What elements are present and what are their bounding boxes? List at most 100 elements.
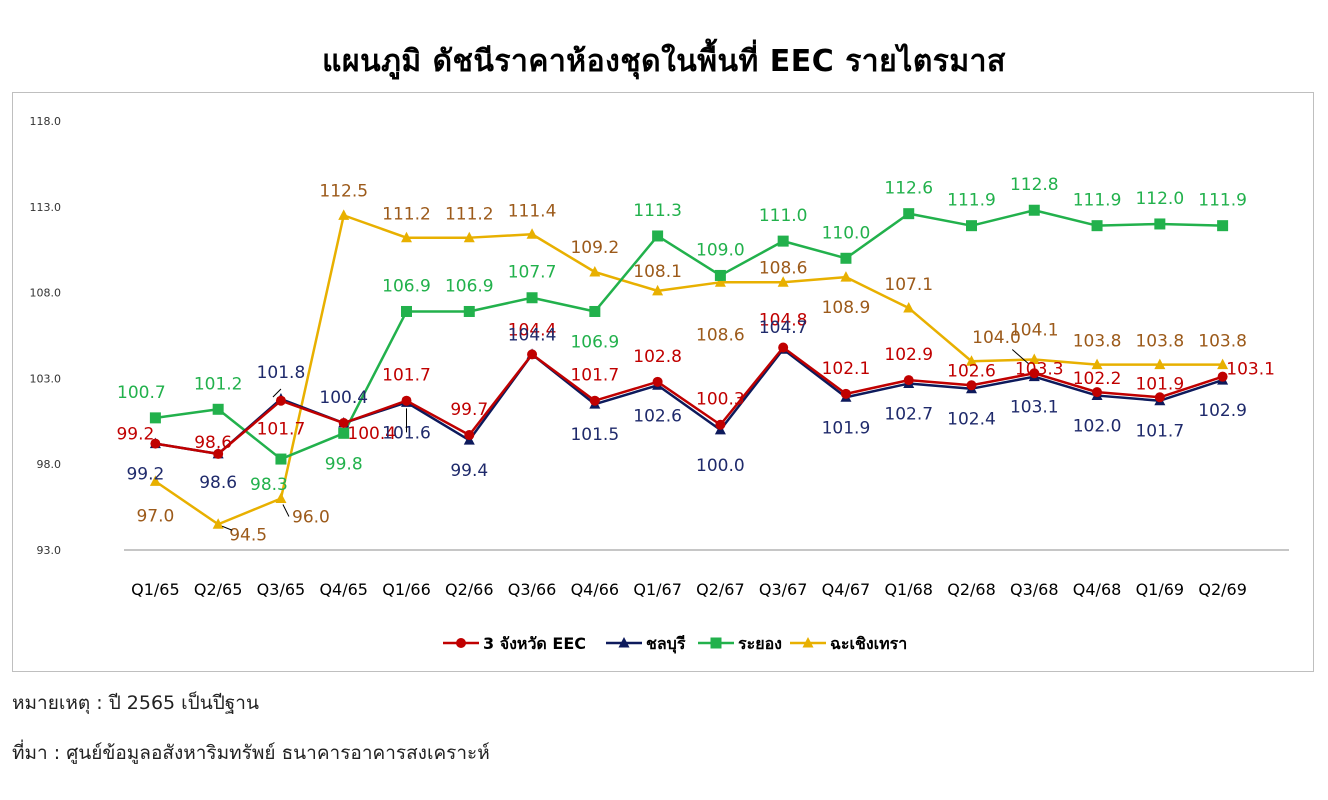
data-point (1029, 368, 1040, 379)
data-point (338, 209, 350, 220)
data-label: 99.8 (325, 454, 363, 474)
data-label: 108.9 (822, 298, 871, 318)
data-point (840, 388, 851, 399)
data-point (589, 305, 601, 317)
leader-line (1011, 349, 1029, 364)
data-point (652, 284, 664, 296)
data-label: 104.4 (508, 320, 557, 340)
data-point (275, 492, 287, 504)
data-point (463, 231, 475, 243)
series-line (154, 214, 1223, 526)
line-chart: 93.0 98.0 103.0 108.0 113.0 118.0 Q1/65 Q2/65 Q3… (30, 115, 1289, 654)
data-label: 112.8 (1010, 175, 1059, 195)
x-tick-label: Q1/65 (131, 580, 180, 599)
legend-marker (802, 637, 814, 648)
data-label: 107.7 (508, 263, 557, 283)
data-point (1217, 371, 1228, 382)
data-point (275, 395, 286, 406)
data-label: 111.2 (445, 205, 494, 225)
data-label: 102.4 (947, 410, 996, 430)
data-label: 101.2 (194, 374, 243, 394)
x-tick-label: Q4/65 (319, 580, 368, 599)
data-label: 98.6 (194, 433, 232, 453)
data-label: 101.7 (257, 420, 306, 440)
legend-label: ฉะเชิงเทรา (830, 634, 907, 653)
data-point (526, 292, 538, 304)
y-tick-label: 118.0 (30, 115, 62, 128)
data-point (149, 412, 161, 424)
data-label: 101.6 (382, 423, 431, 443)
source-note: ที่มา : ศูนย์ข้อมูลอสังหาริมทรัพย์ ธนาคา… (12, 742, 490, 764)
data-label: 98.6 (199, 473, 237, 493)
data-label: 103.8 (1198, 332, 1247, 352)
data-label: 111.9 (1073, 191, 1122, 211)
data-label: 103.1 (1226, 360, 1275, 380)
data-point (1091, 220, 1103, 232)
data-point (213, 448, 224, 459)
x-tick-label: Q3/67 (759, 580, 808, 599)
data-point (1217, 220, 1229, 232)
data-point (338, 427, 350, 439)
data-label: 99.2 (126, 465, 164, 485)
data-point (589, 266, 601, 277)
x-tick-label: Q2/66 (445, 580, 494, 599)
data-label: 102.6 (633, 406, 682, 426)
data-label: 104.8 (759, 311, 808, 331)
data-label: 106.9 (445, 276, 494, 296)
data-label: 97.0 (136, 506, 174, 526)
data-label: 100.4 (347, 424, 396, 444)
data-label: 111.3 (633, 201, 682, 221)
data-label: 99.2 (116, 425, 154, 445)
data-label: 111.9 (1198, 191, 1247, 211)
x-tick-label: Q3/66 (508, 580, 557, 599)
data-label: 100.4 (319, 388, 368, 408)
legend-marker (456, 638, 466, 648)
data-point (966, 220, 977, 232)
data-point (1092, 387, 1103, 398)
data-point (401, 395, 412, 406)
legend-marker (618, 637, 630, 648)
data-label: 112.6 (884, 179, 933, 199)
data-point (464, 430, 475, 441)
y-tick-label: 98.0 (37, 458, 62, 471)
data-point (338, 418, 349, 429)
data-label: 112.0 (1135, 189, 1184, 209)
data-point (1091, 358, 1103, 370)
data-label: 102.6 (947, 361, 996, 381)
data-point (527, 349, 538, 360)
data-point (966, 355, 977, 366)
data-label: 102.9 (1198, 401, 1247, 421)
data-point (777, 276, 789, 287)
data-label: 99.4 (450, 461, 488, 481)
data-label: 102.2 (1073, 369, 1122, 389)
data-label: 102.1 (822, 359, 871, 379)
x-tick-label: Q1/69 (1136, 580, 1185, 599)
data-label: 103.1 (1010, 398, 1059, 418)
x-tick-label: Q3/68 (1010, 580, 1059, 599)
data-label: 104.7 (759, 318, 808, 338)
data-point (714, 269, 726, 281)
data-label: 109.2 (570, 238, 619, 258)
data-label: 110.0 (822, 223, 871, 243)
y-tick-label: 108.0 (30, 287, 62, 300)
data-label: 108.6 (696, 325, 745, 345)
data-point (903, 375, 914, 386)
data-point (275, 453, 287, 465)
data-point (652, 376, 663, 387)
data-point (463, 305, 475, 317)
data-label: 104.1 (1010, 321, 1059, 341)
data-label: 102.0 (1073, 417, 1122, 437)
data-point (1154, 358, 1166, 370)
data-point (714, 276, 726, 287)
data-point (526, 228, 538, 239)
y-tick-label: 113.0 (30, 201, 62, 214)
data-label: 111.4 (508, 201, 557, 221)
legend-label: 3 จังหวัด EEC (483, 634, 586, 653)
data-label: 108.1 (633, 262, 682, 282)
data-label: 101.7 (1135, 422, 1184, 442)
data-label: 104.4 (508, 325, 557, 345)
data-label: 101.9 (822, 418, 871, 438)
chart-area: 93.0 98.0 103.0 108.0 113.0 118.0 Q1/65 Q2/65 Q3… (12, 92, 1314, 672)
data-label: 103.3 (1015, 359, 1064, 379)
x-tick-label: Q2/68 (947, 580, 996, 599)
